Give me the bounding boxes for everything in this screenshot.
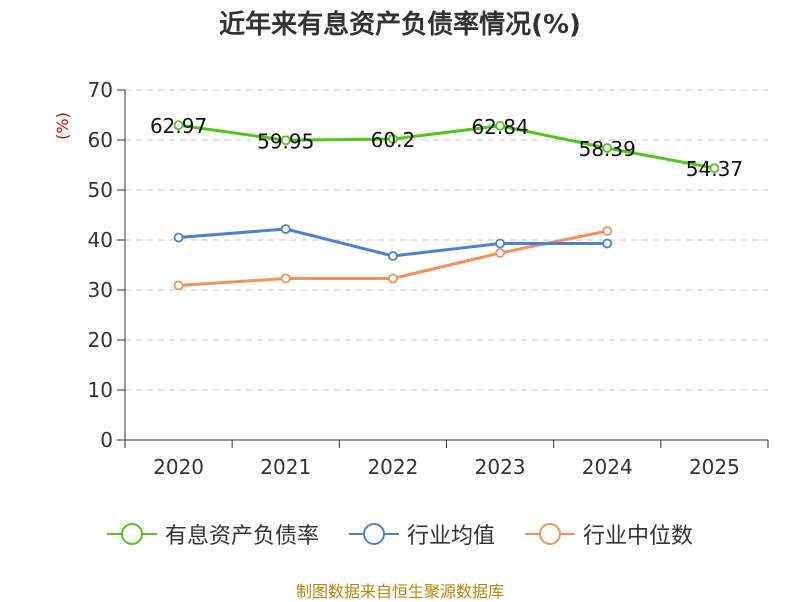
x-tick-label: 2020 (153, 455, 204, 479)
x-tick-label: 2025 (689, 455, 740, 479)
data-point (495, 238, 505, 249)
legend-swatch-icon (106, 523, 157, 545)
data-point (280, 273, 291, 284)
legend-swatch-icon (525, 523, 575, 545)
y-tick-label: 20 (88, 328, 113, 352)
data-label: 62.84 (471, 115, 528, 139)
data-label: 54.37 (686, 157, 743, 181)
data-point (388, 273, 398, 284)
legend-label: 行业均值 (406, 524, 495, 549)
data-point (280, 135, 291, 146)
data-point (602, 238, 613, 249)
x-tick-label: 2024 (582, 455, 633, 479)
legend-item[interactable]: 行业中位数 (525, 518, 693, 550)
legend-item[interactable]: 有息资产负债率 (106, 518, 319, 550)
y-tick-label: 50 (88, 178, 113, 202)
data-point (602, 143, 613, 153)
data-label: 59.95 (257, 129, 314, 153)
data-point (495, 120, 505, 131)
axes: 0 10 20 30 40 50 60 70 2020 2021 2022 2023 2024 2025 (88, 78, 769, 479)
data-point (388, 251, 398, 261)
series-lines (173, 120, 720, 291)
legend-item[interactable]: 行业均值 (348, 518, 495, 550)
y-tick-label: 60 (88, 128, 113, 152)
x-tick-label: 2021 (260, 455, 311, 479)
legend: 有息资产负债率 行业均值 行业中位数 (0, 518, 800, 550)
source-note: 制图数据来自恒生聚源数据库 (295, 582, 504, 601)
legend-label: 行业中位数 (583, 524, 694, 549)
data-point (173, 232, 184, 243)
legend-swatch-icon (348, 523, 399, 545)
y-tick-label: 70 (88, 78, 113, 102)
legend-label: 有息资产负债率 (164, 524, 319, 549)
data-label: 60.2 (371, 128, 416, 152)
data-point (173, 120, 184, 131)
series-line (178, 123, 715, 170)
data-point (173, 280, 184, 291)
data-labels: 62.97 59.95 60.2 62.84 58.39 54.37 (150, 114, 743, 181)
data-point (388, 134, 398, 144)
data-label: 62.97 (150, 114, 207, 138)
data-label: 58.39 (579, 137, 636, 161)
y-tick-label: 30 (88, 278, 113, 302)
x-tick-label: 2023 (475, 455, 526, 479)
gridlines (125, 89, 768, 391)
y-axis-label: (%) (53, 112, 72, 140)
y-tick-label: 40 (88, 228, 113, 252)
data-point (495, 248, 505, 258)
data-point (709, 163, 720, 174)
y-tick-label: 10 (88, 378, 113, 402)
chart-title: 近年来有息资产负债率情况(%) (219, 10, 581, 40)
x-tick-label: 2022 (367, 455, 418, 479)
data-point (602, 226, 613, 236)
y-tick-label: 0 (100, 428, 113, 452)
data-point (280, 224, 291, 234)
